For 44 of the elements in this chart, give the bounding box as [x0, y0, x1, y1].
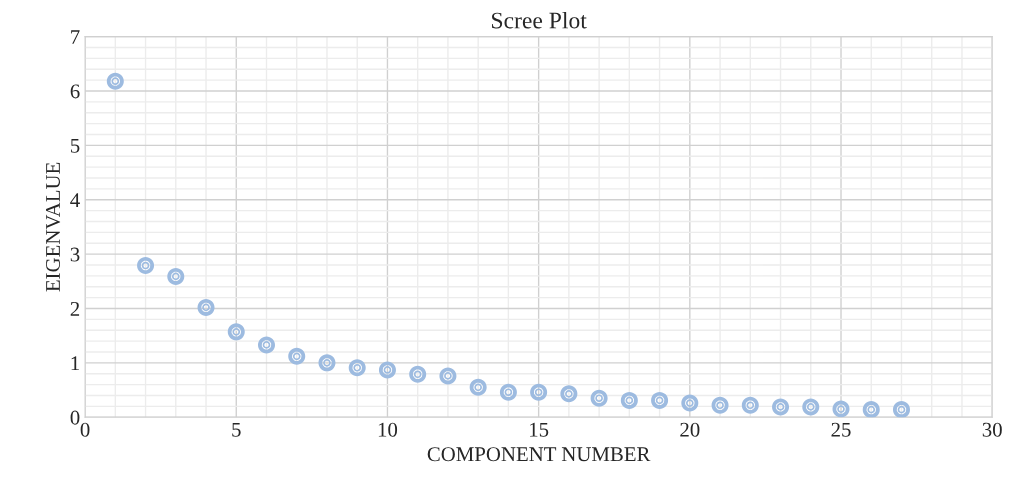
point	[288, 347, 306, 365]
x-tick-label: 10	[378, 422, 398, 437]
x-tick-label: 30	[982, 422, 1002, 437]
point	[832, 400, 850, 418]
point	[137, 257, 155, 275]
point	[711, 396, 729, 414]
x-tick-label: 25	[831, 422, 851, 437]
y-tick-label: 7	[71, 30, 80, 44]
point	[106, 72, 124, 90]
point	[409, 365, 427, 383]
point	[469, 378, 487, 396]
point	[318, 354, 336, 372]
point	[227, 323, 245, 341]
point	[681, 394, 699, 412]
y-tick-label: 4	[70, 193, 80, 207]
point	[620, 391, 638, 409]
y-tick-label: 2	[70, 301, 80, 316]
point	[530, 383, 548, 401]
point	[590, 389, 608, 407]
x-axis-title: COMPONENT NUMBER	[427, 447, 651, 462]
point	[741, 396, 759, 414]
x-tick-label: 5	[232, 422, 241, 437]
point	[772, 398, 790, 416]
point	[499, 383, 517, 401]
point	[257, 336, 276, 354]
y-tick-label: 3	[70, 247, 80, 262]
point	[167, 267, 185, 285]
point	[802, 398, 820, 416]
point	[560, 385, 578, 403]
point	[439, 367, 457, 385]
chart-title: Scree Plot	[492, 11, 587, 29]
y-tick-label: 6	[70, 84, 80, 99]
point	[197, 298, 215, 316]
x-tick-label: 15	[530, 422, 549, 437]
y-tick-label: 1	[71, 356, 79, 371]
y-tick-label: 5	[71, 138, 80, 153]
point	[892, 401, 910, 418]
y-tick-label: 0	[70, 410, 80, 425]
point	[348, 359, 366, 377]
point	[862, 401, 880, 418]
y-axis-title: EIGENVALUE	[46, 162, 61, 292]
point	[651, 391, 669, 409]
x-tick-label: 20	[680, 422, 700, 437]
point	[378, 361, 396, 379]
